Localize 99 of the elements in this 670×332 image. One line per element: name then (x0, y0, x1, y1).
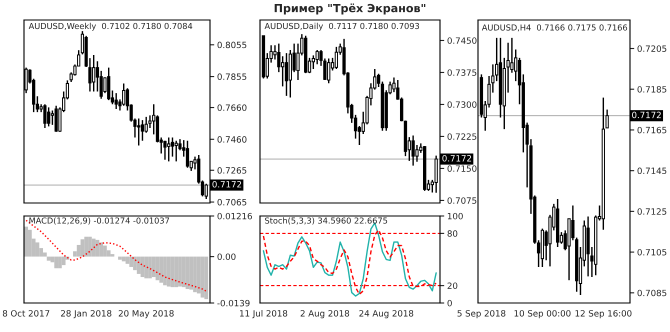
x-tick-label: 11 Jul 2018 (240, 310, 288, 318)
candlestick (43, 104, 47, 129)
candlestick (556, 198, 560, 248)
bar (174, 256, 178, 288)
y-tick-label: 0.7450 (448, 37, 477, 44)
y-tick-label: 0.7265 (218, 167, 246, 174)
y-tick-label: 0 (448, 300, 452, 306)
bar (110, 254, 114, 257)
candlestick (174, 140, 178, 162)
bar (88, 236, 92, 257)
bar (43, 252, 47, 257)
ref-line-label: 0.7172 (212, 181, 242, 188)
bar (129, 256, 134, 267)
candlestick (540, 228, 544, 268)
y-tick-label: 0.7460 (218, 136, 247, 143)
bar (144, 256, 148, 278)
y-tick-label: 0.7105 (638, 248, 666, 256)
bar (140, 256, 144, 278)
y-tick-label: 0.7300 (448, 101, 477, 108)
y-tick-label: 0.7150 (448, 165, 477, 172)
bar (36, 242, 40, 257)
bar (28, 230, 32, 257)
x-tick-label: 2 Aug 2018 (300, 310, 350, 318)
bar (24, 226, 28, 257)
y-tick-label: 0.7065 (218, 198, 246, 206)
candlestick (163, 140, 167, 160)
bar (204, 256, 208, 300)
bar (189, 256, 194, 290)
bar (166, 256, 171, 287)
x-tick-label: 10 Sep 00:00 (514, 310, 571, 318)
y-tick-label: 0.7145 (638, 168, 666, 174)
candlestick (602, 96, 605, 230)
candlestick (107, 66, 110, 101)
y-tick-label: -0.0139 (217, 300, 250, 306)
bar (136, 256, 141, 274)
ref-line-label: 0.7172 (442, 155, 472, 162)
candlestick (47, 106, 50, 128)
y-tick-label: 0.01216 (218, 212, 252, 220)
chart-subtitle: AUDUSD,Daily 0.7117 0.7180 0.7093 (264, 22, 420, 31)
candlestick (412, 134, 415, 166)
y-tick-label: 0.7085 (638, 290, 666, 296)
bar (122, 256, 126, 262)
bar (196, 256, 201, 294)
y-tick-label: 0.00 (218, 253, 236, 260)
candlestick (122, 82, 126, 106)
y-tick-label: 80 (448, 230, 458, 237)
y-tick-label: 0.7185 (638, 86, 666, 93)
candlestick (114, 92, 118, 110)
y-tick-label: 0.7225 (448, 133, 476, 140)
bar (156, 256, 160, 280)
bar (182, 256, 186, 288)
x-tick-label: 12 Sep 16:00 (576, 310, 632, 318)
y-tick-label: 100 (448, 212, 463, 220)
bar (62, 256, 66, 266)
bar (92, 238, 96, 257)
candlestick (54, 105, 58, 132)
bar (163, 256, 167, 286)
x-tick-label: 8 Oct 2017 (2, 310, 50, 317)
candlestick (423, 146, 426, 192)
y-tick-label: 0.7855 (218, 73, 246, 80)
y-tick-label: 0.7205 (638, 45, 666, 52)
candlestick (334, 46, 338, 70)
chart-title: Пример "Трёх Экранов" (274, 4, 426, 14)
candlestick (284, 52, 288, 97)
y-tick-label: 0.7375 (448, 69, 476, 76)
bar (96, 240, 100, 257)
ref-line-label: 0.7172 (632, 112, 661, 118)
chart-title: AUDUSD,H4 0.7166 0.7175 0.7166 (482, 24, 628, 32)
candlestick (92, 54, 96, 92)
chart-title: Stoch(5,3,3) 34.5960 22.6675 (265, 217, 388, 225)
x-tick-label: 5 Sep 2018 (458, 310, 506, 318)
bar (159, 256, 164, 283)
y-tick-label: 0.7660 (218, 104, 247, 111)
candlestick (186, 140, 190, 168)
bar (133, 256, 137, 270)
y-tick-label: 0.7075 (448, 197, 476, 204)
y-tick-label: 0.8055 (218, 42, 246, 48)
candlestick (304, 35, 308, 74)
y-tick-label: 20 (448, 282, 458, 289)
bar (84, 236, 88, 257)
candlestick (586, 216, 590, 278)
bar (103, 246, 107, 257)
y-tick-label: 0.7125 (638, 208, 666, 215)
x-tick-label: 20 May 2018 (118, 310, 174, 318)
candlestick (316, 49, 319, 65)
candlestick (167, 136, 170, 162)
x-tick-label: 24 Aug 2018 (359, 310, 414, 318)
x-tick-label: 28 Jan 2018 (61, 310, 112, 318)
chart-title: MACD(12,26,9) -0.01274 -0.01037 (29, 217, 170, 225)
bar (126, 256, 130, 264)
bar (54, 256, 58, 268)
bar (118, 256, 122, 260)
candlestick (327, 58, 330, 84)
bar (80, 239, 84, 257)
bar (46, 256, 51, 261)
y-tick-label: 0.7165 (638, 126, 666, 134)
bar (152, 256, 156, 278)
bar (148, 256, 152, 278)
chart-title: AUDUSD,Weekly 0.7102 0.7180 0.7084 (28, 22, 192, 31)
